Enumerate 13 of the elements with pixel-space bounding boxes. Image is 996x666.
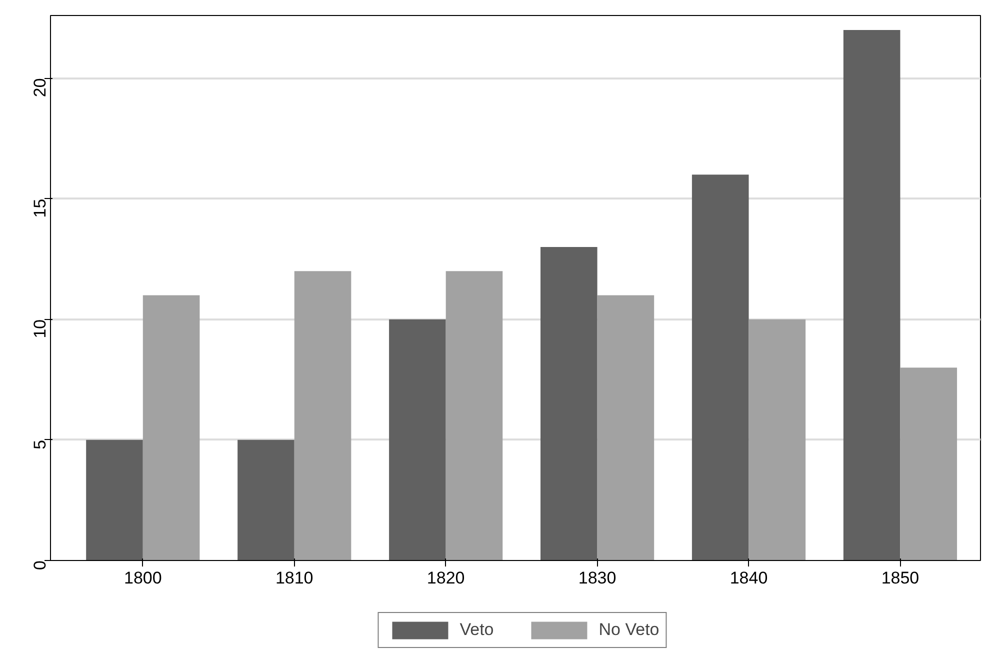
x-tick-label: 1810 [275,568,314,588]
y-tick-label: 15 [30,198,50,218]
legend-label: No Veto [598,620,660,640]
legend-label: Veto [460,620,494,640]
x-tick-label: 1820 [426,568,465,588]
x-tick-label: 1800 [124,568,162,588]
x-tick-label: 1840 [730,568,768,588]
y-tick-label: 0 [30,560,50,570]
y-tick-label: 5 [30,440,50,450]
y-tick-label: 20 [30,78,50,98]
x-tick-label: 1850 [881,568,920,588]
y-tick-label: 10 [30,319,50,338]
x-tick-label: 1830 [578,568,616,588]
